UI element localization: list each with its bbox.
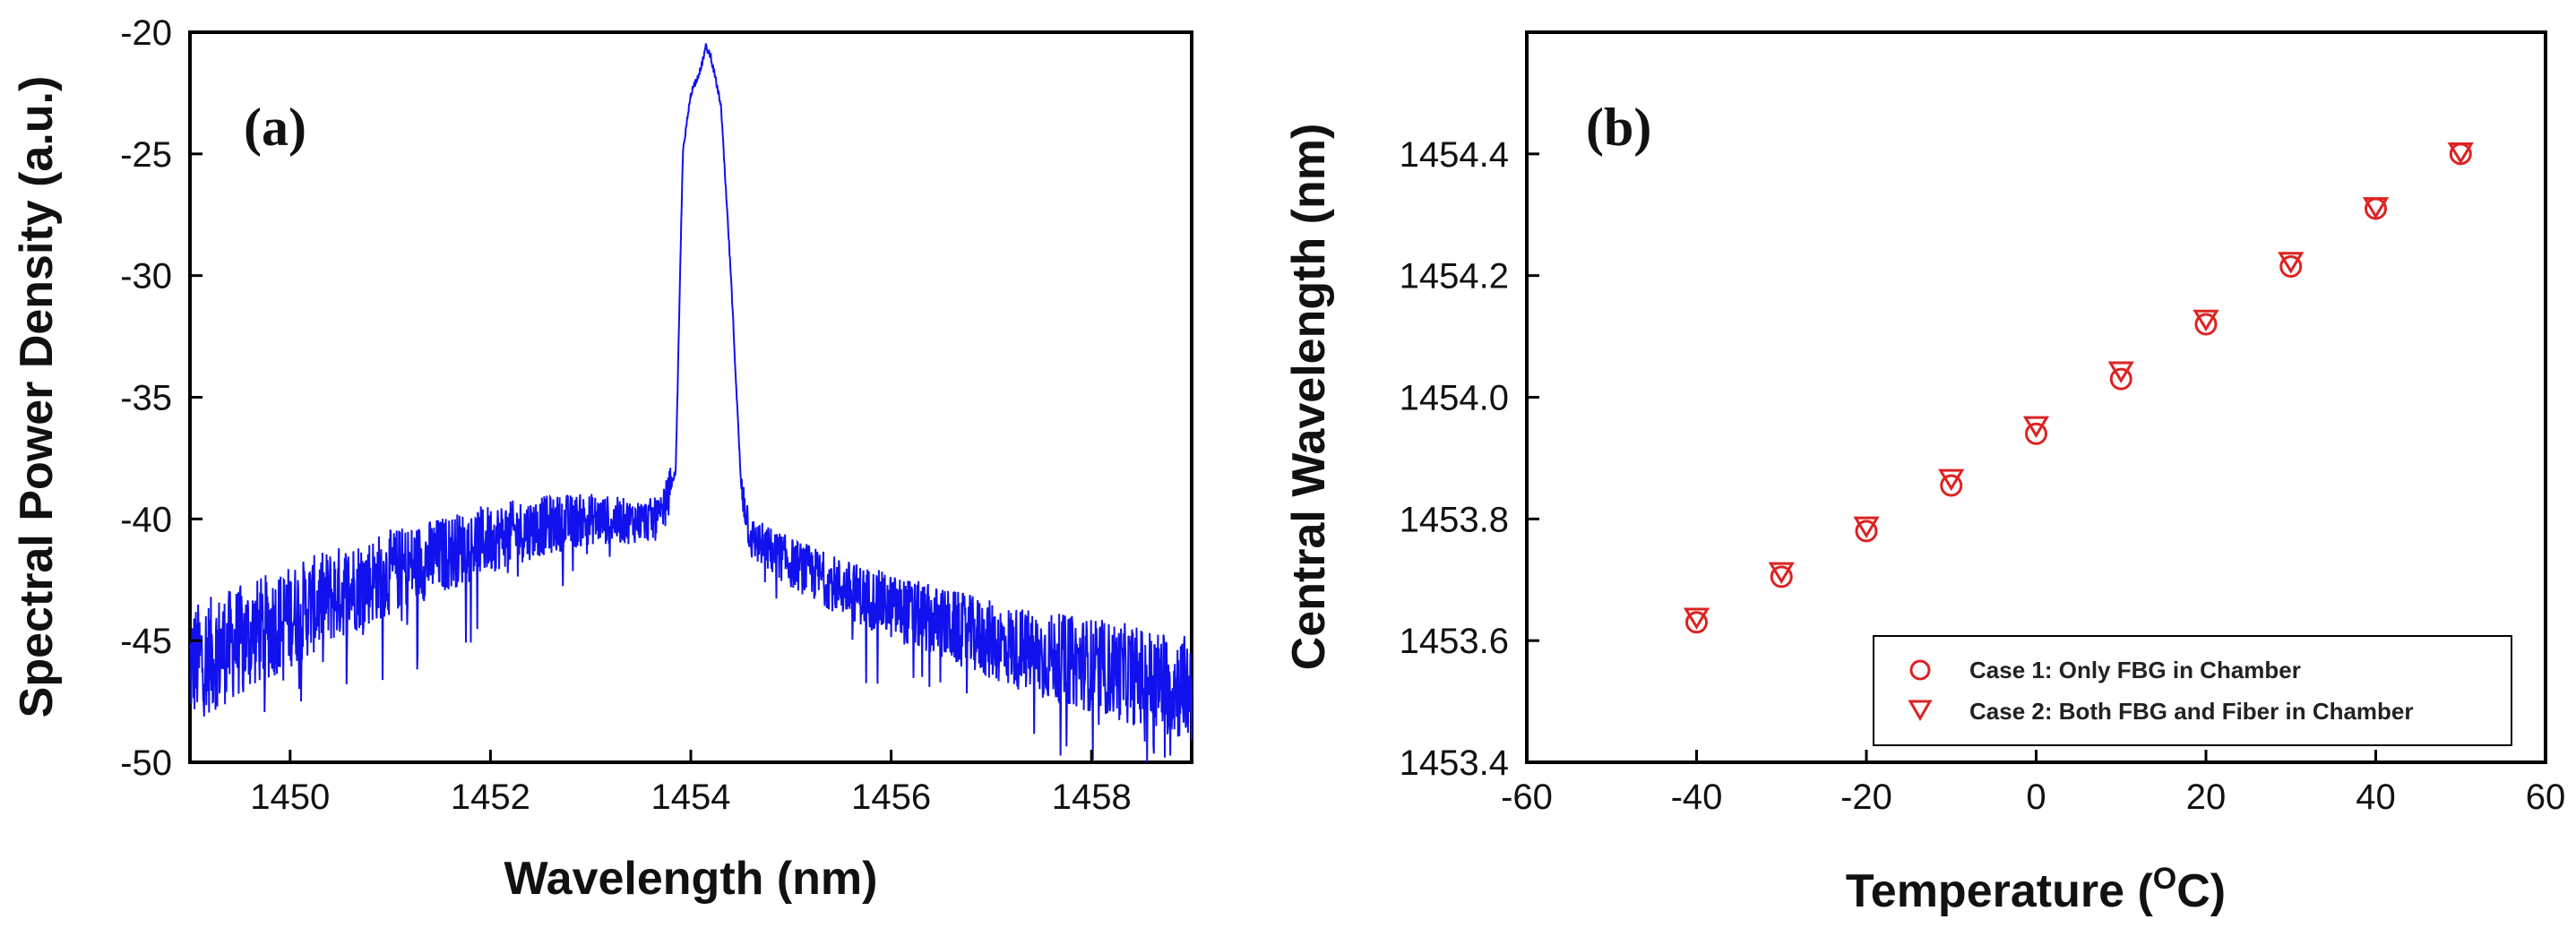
panel-a-y-tick-label: -40 [120, 500, 172, 539]
case-1-point [1940, 474, 1963, 497]
panel-b-x-tick-label: -40 [1671, 778, 1723, 817]
panel-a-spectrum: 1450 1452 1454 1456 1458 -50 -45 -40 -35 -30 -25 -2… [11, 13, 1193, 905]
legend-label-case-1: Case 1: Only FBG in Chamber [1969, 657, 2301, 683]
panel-b-temperature: -60 -40 -20 0 20 40 60 1453.4 1453.6 1453.8 1454.0… [1283, 30, 2566, 917]
panel-b-legend: Case 1: Only FBG in Chamber Case 2: Both… [1873, 635, 2512, 746]
panel-b-x-tick-label: 40 [2356, 778, 2396, 817]
panel-b-y-tick-label: 1454.2 [1400, 257, 1509, 296]
panel-a-spectrum-line [189, 43, 1193, 763]
panel-b-x-axis-label-superscript: O [2153, 862, 2176, 896]
panel-b-x-axis-label: Temperature (OC) [1846, 862, 2226, 917]
panel-b-y-tick-label: 1454.4 [1400, 135, 1509, 175]
panel-b-y-tick-label: 1453.6 [1400, 622, 1509, 661]
panel-b-y-tick-label: 1454.0 [1400, 379, 1509, 418]
legend-triangle-marker [1908, 700, 1933, 721]
case-2-point [2447, 142, 2474, 165]
panel-a-x-tick-label: 1458 [1052, 778, 1132, 817]
panel-a-series [189, 43, 1193, 763]
panel-b-x-axis-label-suffix: C) [2176, 865, 2226, 917]
case-2-point [2278, 252, 2305, 274]
case-1-point [2279, 254, 2303, 278]
case-1-point [1770, 565, 1793, 589]
panel-b-series [1683, 142, 2474, 634]
case-1-point [1855, 520, 1878, 543]
case-1-point [1685, 611, 1708, 634]
panel-b-ticks: -60 -40 -20 0 20 40 60 1453.4 1453.6 1453.8 1454.0… [1400, 135, 2566, 817]
panel-b-x-tick-label: -20 [1840, 778, 1892, 817]
legend-box [1873, 635, 2512, 746]
panel-b-x-axis-label-main: Temperature ( [1846, 865, 2154, 917]
panel-b-y-axis-label: Central Wavelength (nm) [1283, 124, 1335, 671]
case-2-point [2107, 361, 2134, 383]
case-2-point [2193, 309, 2219, 332]
panel-a-y-tick-label: -50 [120, 743, 172, 783]
panel-b-x-tick-label: 60 [2526, 778, 2566, 817]
panel-a-x-tick-label: 1456 [851, 778, 931, 817]
panel-a-x-axis-label: Wavelength (nm) [504, 853, 878, 905]
panel-b-x-tick-label: -60 [1501, 778, 1553, 817]
panel-a-x-tick-label: 1450 [250, 778, 330, 817]
panel-a-y-tick-label: -20 [120, 13, 172, 53]
panel-a-ticks: 1450 1452 1454 1456 1458 -50 -45 -40 -35 -30 -25 -2… [120, 13, 1132, 817]
case-2-point [1683, 607, 1710, 630]
case-2-point [1768, 562, 1795, 584]
case-2-point [2362, 197, 2390, 219]
legend-circle-marker [1909, 659, 1931, 681]
panel-b-y-tick-label: 1453.8 [1400, 500, 1509, 539]
panel-a-y-axis-label: Spectral Power Density (a.u.) [11, 76, 63, 718]
panel-a-y-tick-label: -45 [120, 622, 172, 661]
case-2-point [2022, 416, 2050, 438]
panel-b-x-tick-label: 0 [2026, 778, 2046, 817]
panel-a-y-tick-label: -25 [120, 135, 172, 175]
case-2-point [1938, 468, 1965, 492]
legend-label-case-2: Case 2: Both FBG and Fiber in Chamber [1969, 698, 2414, 725]
panel-b-x-tick-label: 20 [2186, 778, 2227, 817]
panel-a-y-tick-label: -35 [120, 379, 172, 418]
panel-a-y-tick-label: -30 [120, 257, 172, 296]
case-2-point [1853, 516, 1880, 539]
panel-b-y-tick-label: 1453.4 [1400, 743, 1509, 783]
case-1-point [2025, 422, 2047, 445]
case-1-point [2109, 367, 2132, 391]
panel-b-label: (b) [1586, 98, 1651, 157]
panel-a-x-tick-label: 1454 [651, 778, 731, 817]
panel-a-x-tick-label: 1452 [451, 778, 530, 817]
panel-a-label: (a) [244, 98, 306, 157]
case-1-point [2194, 313, 2218, 336]
